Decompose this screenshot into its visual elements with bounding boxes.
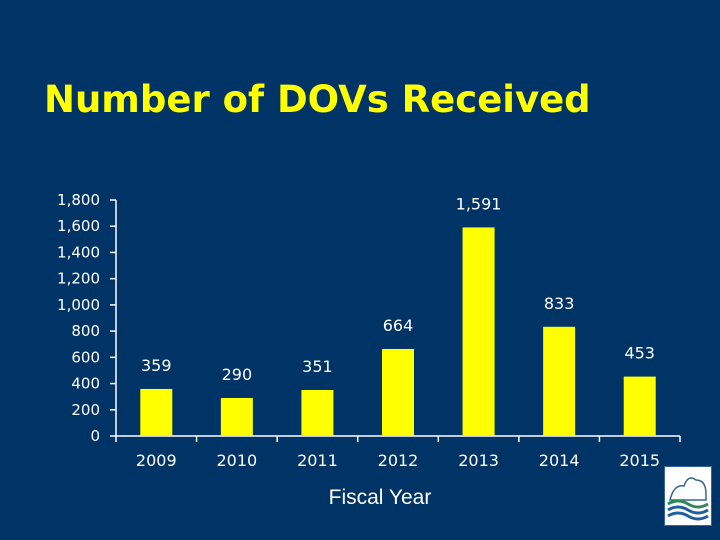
y-tick-label: 800: [71, 322, 100, 340]
x-tick-label: 2014: [539, 451, 580, 470]
y-tick-label: 200: [71, 401, 100, 419]
data-label: 359: [141, 356, 172, 375]
bar-2009: [140, 388, 173, 436]
data-label: 290: [222, 365, 253, 384]
data-label: 664: [383, 316, 414, 335]
x-tick-label: 2009: [136, 451, 177, 470]
bar-2015: [623, 376, 656, 436]
agency-seal-icon: [664, 466, 712, 530]
chart-title: Number of DOVs Received: [44, 78, 591, 121]
bar-2013: [462, 227, 495, 436]
bar-2014: [543, 326, 576, 436]
bar-2010: [220, 397, 253, 436]
x-tick-label: 2013: [458, 451, 499, 470]
chart-bars: [140, 227, 656, 436]
y-tick-label: 1,000: [57, 296, 100, 314]
y-tick-label: 0: [90, 427, 100, 445]
x-tick-label: 2015: [619, 451, 660, 470]
data-label: 1,591: [456, 194, 502, 213]
bar-2011: [301, 389, 334, 436]
data-label: 351: [302, 357, 333, 376]
chart-labels: 2009 359 2010 290 2011 351 2012 664 2013 1,591 201…: [136, 194, 660, 470]
x-axis-label: Fiscal Year: [328, 486, 432, 509]
x-tick-label: 2012: [378, 451, 419, 470]
data-label: 833: [544, 294, 575, 313]
y-tick-label: 400: [71, 375, 100, 393]
x-tick-label: 2010: [216, 451, 257, 470]
y-tick-label: 1,400: [57, 243, 100, 261]
x-tick-label: 2011: [297, 451, 338, 470]
y-tick-label: 1,800: [57, 191, 100, 209]
bar-2012: [382, 348, 414, 436]
y-tick-label: 1,600: [57, 217, 100, 235]
data-label: 453: [624, 344, 655, 363]
y-tick-label: 1,200: [57, 270, 100, 288]
y-tick-label: 600: [71, 348, 100, 366]
